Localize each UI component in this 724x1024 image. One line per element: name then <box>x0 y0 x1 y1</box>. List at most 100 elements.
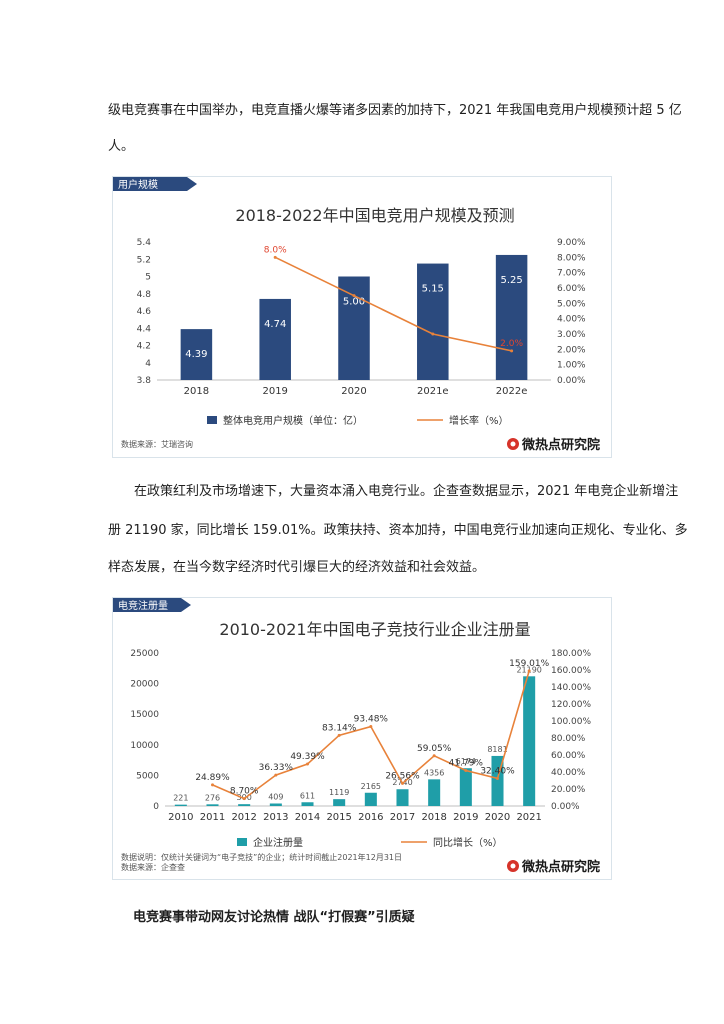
y-left-tick-label: 5.4 <box>137 238 152 248</box>
x-tick-label: 2016 <box>358 812 383 823</box>
bar-value-label: 2165 <box>361 782 381 791</box>
growth-value-label: 8.0% <box>264 245 287 255</box>
y-right-tick-label: 80.00% <box>551 734 586 744</box>
y-right-tick-label: 6.00% <box>557 284 586 294</box>
y-left-tick-label: 10000 <box>130 741 159 751</box>
growth-value-label: 32.40% <box>480 766 515 776</box>
y-right-tick-label: 100.00% <box>551 717 591 727</box>
brand-logo-icon-eye <box>510 441 516 447</box>
bar <box>174 804 187 806</box>
paragraph-line: 样态发展，在当今数字经济时代引爆巨大的经济效益和社会效益。 <box>108 560 486 575</box>
bar-value-label: 611 <box>300 791 315 800</box>
y-left-tick-label: 5000 <box>136 771 159 781</box>
chart-title: 2018-2022年中国电竞用户规模及预测 <box>235 206 514 225</box>
paragraph-line: 级电竞赛事在中国举办，电竞直播火爆等诸多因素的加持下，2021 年我国电竞用户规… <box>108 103 682 118</box>
y-right-tick-label: 5.00% <box>557 299 586 309</box>
growth-point <box>274 773 278 777</box>
bar <box>238 804 251 806</box>
user-scale-chart-frame: 用户规模 2018-2022年中国电竞用户规模及预测 3.8 4 4.2 4.4 4.6 4.… <box>112 176 612 458</box>
bar-value-label: 4.74 <box>264 319 286 330</box>
y-right-tick-label: 140.00% <box>551 683 591 693</box>
x-tick-label: 2014 <box>295 812 320 823</box>
legend-bar-swatch <box>237 838 247 846</box>
growth-point <box>496 776 499 780</box>
y-right-tick-label: 1.00% <box>557 361 586 371</box>
growth-point <box>242 797 246 801</box>
y-left-tick-label: 25000 <box>130 649 159 659</box>
y-right-tick-label: 160.00% <box>551 666 591 676</box>
x-tick-label: 2017 <box>390 812 415 823</box>
bar-value-label: 409 <box>268 792 283 801</box>
y-right-tick-label: 120.00% <box>551 700 591 710</box>
brand-logo-text: 微热点研究院 <box>521 437 600 453</box>
y-right-tick-label: 0.00% <box>551 802 580 812</box>
bar-value-label: 276 <box>205 793 220 802</box>
bar <box>428 779 441 806</box>
y-right-tick-label: 2.00% <box>557 345 586 355</box>
tab-badge <box>113 177 197 191</box>
x-tick-label: 2020 <box>341 386 366 397</box>
growth-line <box>212 670 530 800</box>
growth-value-label: 36.33% <box>259 763 294 773</box>
paragraph-line: 人。 <box>108 139 135 154</box>
y-right-tick-label: 8.00% <box>557 253 586 263</box>
y-left-tick-label: 4.8 <box>137 290 152 300</box>
brand-logo-icon-eye <box>510 863 516 869</box>
bar <box>417 263 449 380</box>
bar-value-label: 4.39 <box>185 349 207 360</box>
y-left-tick-label: 4.6 <box>137 307 152 317</box>
legend-line-label: 增长率（%） <box>449 414 509 427</box>
bar-value-label: 6174 <box>456 757 476 766</box>
x-tick-label: 2020 <box>485 812 510 823</box>
growth-value-label: 159.01% <box>509 659 549 669</box>
legend-bar-label: 整体电竞用户规模（单位：亿） <box>223 414 363 427</box>
bar <box>459 768 472 806</box>
y-right-tick-label: 180.00% <box>551 649 591 659</box>
growth-point <box>369 725 373 729</box>
paragraph-line: 册 21190 家，同比增长 159.01%。政策扶持、资本加持，中国电竞行业加… <box>108 523 688 538</box>
y-right-tick-label: 3.00% <box>557 330 586 340</box>
growth-point <box>510 349 514 353</box>
growth-value-label: 59.05% <box>417 744 452 754</box>
growth-value-label: 93.48% <box>354 715 389 725</box>
bar <box>523 676 536 806</box>
y-left-tick-label: 4.4 <box>137 324 152 334</box>
paragraph-line: 在政策红利及市场增速下，大量资本涌入电竞行业。企查查数据显示，2021 年电竞企… <box>134 484 679 499</box>
y-left-tick-label: 0 <box>153 802 159 812</box>
y-right-tick-label: 7.00% <box>557 269 586 279</box>
y-right-tick-label: 9.00% <box>557 238 586 248</box>
growth-point <box>464 768 468 772</box>
bar <box>333 799 346 806</box>
chart-source: 数据来源：艾瑞咨询 <box>121 439 193 449</box>
growth-point <box>431 332 435 336</box>
tab-label: 电竞注册量 <box>118 599 168 612</box>
x-tick-label: 2021e <box>417 386 449 397</box>
chart-note: 数据说明：仅统计关键词为“电子竞技”的企业；统计时间截止2021年12月31日 <box>121 852 402 862</box>
brand-logo: 微热点研究院 <box>507 859 600 875</box>
tab-badge <box>113 598 191 612</box>
y-left-tick-label: 4 <box>145 359 151 369</box>
growth-line <box>274 256 512 352</box>
chart-source: 数据来源：企查查 <box>121 862 185 872</box>
x-tick-label: 2022e <box>496 386 528 397</box>
bar-value-label: 4356 <box>424 768 444 777</box>
x-tick-label: 2010 <box>168 812 193 823</box>
bar-value-label: 5.25 <box>500 275 522 286</box>
y-left-tick-label: 3.8 <box>137 376 152 386</box>
bar <box>301 802 314 806</box>
brand-logo-text: 微热点研究院 <box>521 859 600 875</box>
bar <box>396 789 409 806</box>
section-heading: 电竞赛事带动网友讨论热情 战队“打假赛”引质疑 <box>133 910 415 925</box>
user-scale-chart: 用户规模 2018-2022年中国电竞用户规模及预测 3.8 4 4.2 4.4 4.6 4.… <box>113 177 600 453</box>
y-right-tick-label: 40.00% <box>551 768 586 778</box>
y-right-tick-label: 20.00% <box>551 785 586 795</box>
growth-point <box>432 754 436 758</box>
bar <box>259 298 291 380</box>
x-tick-label: 2011 <box>200 812 225 823</box>
growth-value-label: 24.89% <box>195 773 230 783</box>
bar <box>180 329 213 380</box>
growth-point <box>211 783 214 787</box>
registration-chart: 电竞注册量 2010-2021年中国电子竞技行业企业注册量 0 5000 10000 15… <box>113 598 600 875</box>
growth-value-label: 41.79% <box>449 758 484 768</box>
tab-label: 用户规模 <box>118 178 158 191</box>
